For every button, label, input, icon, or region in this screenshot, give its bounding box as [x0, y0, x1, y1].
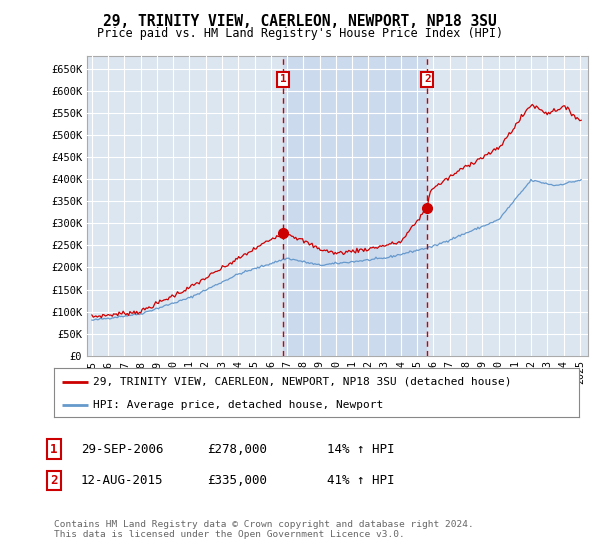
Text: 2: 2 [424, 74, 431, 85]
Bar [283, 56, 427, 356]
Text: 1: 1 [50, 442, 58, 456]
Text: 29-SEP-2006: 29-SEP-2006 [81, 442, 163, 456]
Text: Contains HM Land Registry data © Crown copyright and database right 2024.
This d: Contains HM Land Registry data © Crown c… [54, 520, 474, 539]
Text: 2: 2 [50, 474, 58, 487]
Text: £335,000: £335,000 [207, 474, 267, 487]
Text: 12-AUG-2015: 12-AUG-2015 [81, 474, 163, 487]
Text: 41% ↑ HPI: 41% ↑ HPI [327, 474, 395, 487]
Text: Price paid vs. HM Land Registry's House Price Index (HPI): Price paid vs. HM Land Registry's House … [97, 27, 503, 40]
Text: HPI: Average price, detached house, Newport: HPI: Average price, detached house, Newp… [94, 400, 383, 410]
Text: £278,000: £278,000 [207, 442, 267, 456]
Text: 1: 1 [280, 74, 286, 85]
Text: 29, TRINITY VIEW, CAERLEON, NEWPORT, NP18 3SU: 29, TRINITY VIEW, CAERLEON, NEWPORT, NP1… [103, 14, 497, 29]
Text: 14% ↑ HPI: 14% ↑ HPI [327, 442, 395, 456]
Text: 29, TRINITY VIEW, CAERLEON, NEWPORT, NP18 3SU (detached house): 29, TRINITY VIEW, CAERLEON, NEWPORT, NP1… [94, 377, 512, 387]
